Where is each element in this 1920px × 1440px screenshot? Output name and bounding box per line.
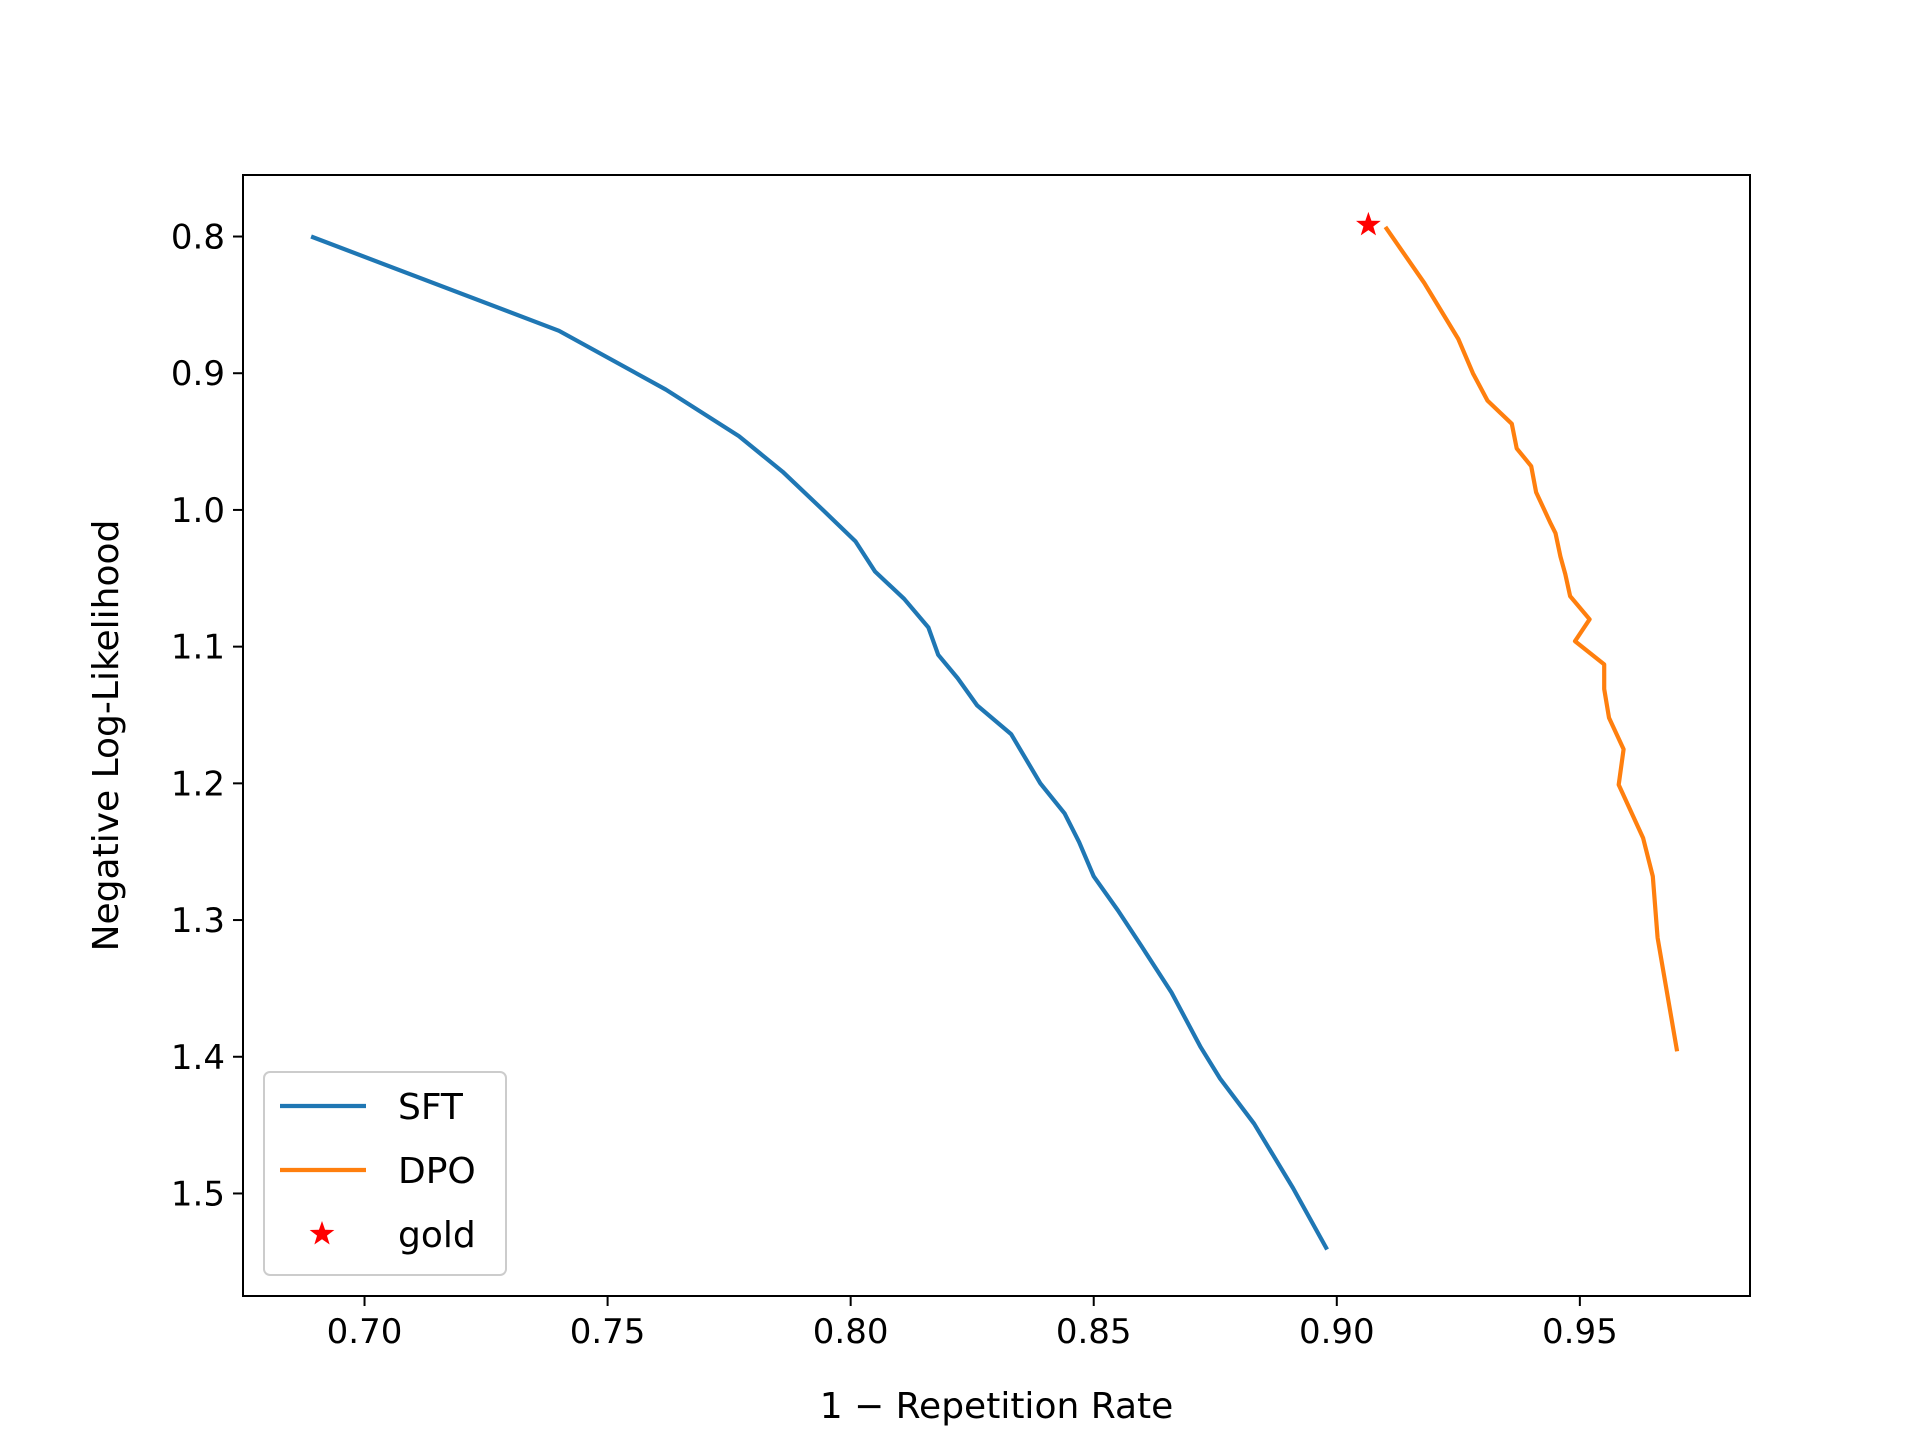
y-tick-label: 1.0 [171, 491, 225, 531]
x-axis-label: 1 − Repetition Rate [820, 1386, 1174, 1427]
x-tick-label: 0.90 [1299, 1312, 1375, 1352]
y-tick-label: 1.1 [171, 628, 225, 668]
x-tick-label: 0.70 [327, 1312, 403, 1352]
y-tick-label: 1.5 [171, 1174, 225, 1214]
legend: SFT DPO gold [263, 1071, 507, 1276]
y-tick-label: 1.3 [171, 901, 225, 941]
series-layer [310, 211, 1680, 1251]
x-axis-ticks: 0.70 0.75 0.80 0.85 0.90 0.95 [327, 1296, 1618, 1352]
y-axis-label: Negative Log-Likelihood [86, 520, 127, 952]
legend-label-dpo: DPO [398, 1151, 476, 1192]
x-tick-label: 0.95 [1542, 1312, 1618, 1352]
series-dpo-line [1383, 225, 1680, 1052]
legend-label-gold: gold [398, 1215, 476, 1256]
x-tick-label: 0.85 [1056, 1312, 1132, 1352]
y-tick-label: 0.8 [171, 218, 225, 258]
y-tick-label: 0.9 [171, 354, 225, 394]
axes-frame [242, 174, 1751, 1297]
series-sft-line [310, 234, 1329, 1251]
y-tick-label: 1.2 [171, 764, 225, 804]
series-gold-star-marker [1356, 211, 1381, 236]
legend-box [263, 1071, 507, 1276]
legend-label-sft: SFT [398, 1087, 464, 1128]
legend-swatch-gold [309, 1221, 335, 1245]
x-tick-label: 0.80 [813, 1312, 889, 1352]
y-tick-label: 1.4 [171, 1038, 225, 1078]
y-axis-ticks: 0.8 0.9 1.0 1.1 1.2 1.3 1.4 1.5 [171, 218, 243, 1214]
x-tick-label: 0.75 [570, 1312, 646, 1352]
